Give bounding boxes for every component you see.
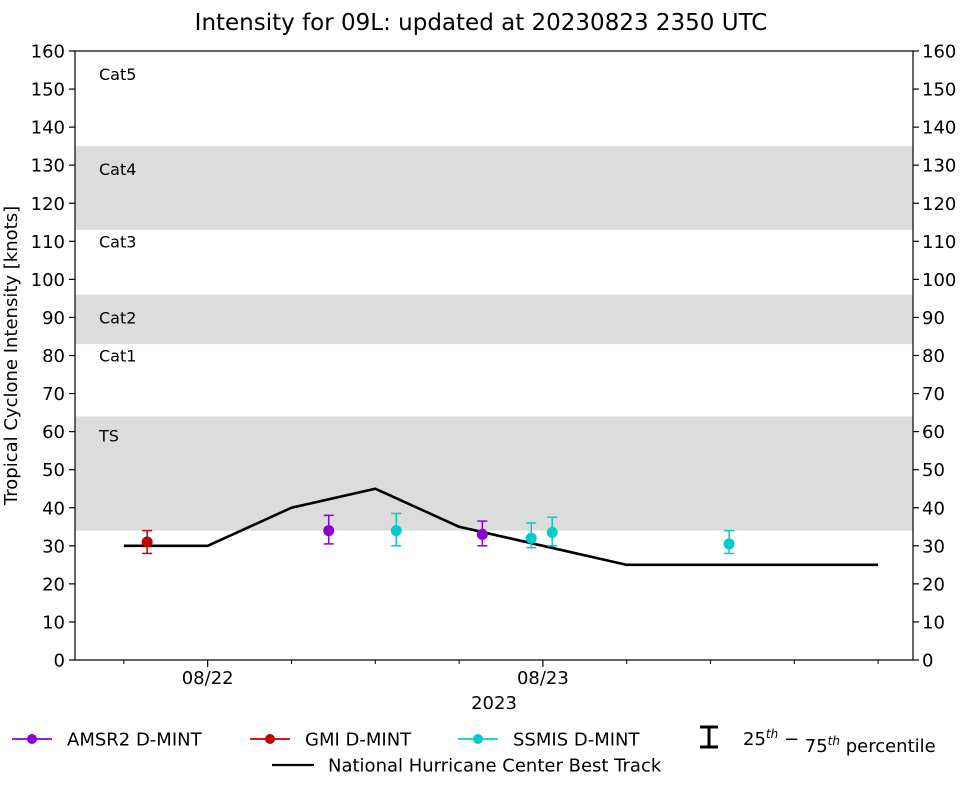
y-tick-label: 140 bbox=[31, 118, 65, 139]
y-tick-label-right: 130 bbox=[922, 156, 956, 177]
legend-ssmis-d-mint: SSMIS D-MINT bbox=[458, 730, 640, 751]
legend-marker bbox=[27, 734, 37, 744]
text: 25 bbox=[743, 729, 766, 750]
marker bbox=[546, 526, 558, 538]
y-tick-label-right: 100 bbox=[922, 270, 956, 291]
ssmis-d-mint-point bbox=[546, 516, 558, 547]
y-tick-label-right: 70 bbox=[922, 384, 945, 405]
amsr2-d-mint-point bbox=[323, 514, 335, 545]
y-tick-label-right: 60 bbox=[922, 422, 945, 443]
y-tick-label-right: 10 bbox=[922, 612, 945, 633]
marker bbox=[476, 528, 488, 540]
plot-frame bbox=[74, 50, 914, 661]
category-bands bbox=[75, 146, 913, 531]
y-tick-label: 30 bbox=[42, 536, 65, 557]
marker bbox=[723, 538, 735, 550]
legend-label: SSMIS D-MINT bbox=[513, 730, 640, 751]
y-tick-label-right: 120 bbox=[922, 194, 956, 215]
marker bbox=[141, 536, 153, 548]
band-cat4 bbox=[75, 146, 913, 230]
text: percentile bbox=[840, 736, 936, 757]
best-track-line bbox=[123, 487, 879, 567]
y-tick-label: 0 bbox=[54, 651, 65, 672]
band-label-cat2: Cat2 bbox=[99, 308, 136, 327]
amsr2-d-mint-point bbox=[476, 520, 488, 547]
legend-amsr2-d-mint: AMSR2 D-MINT bbox=[12, 730, 203, 751]
y-tick-label-right: 0 bbox=[922, 651, 933, 672]
superscript: th bbox=[766, 727, 778, 741]
legend-percentile: 25th − 75th percentile bbox=[700, 725, 936, 757]
y-tick-label: 110 bbox=[31, 232, 65, 253]
chart-title: Intensity for 09L: updated at 20230823 2… bbox=[195, 10, 768, 36]
y-tick-label: 70 bbox=[42, 384, 65, 405]
band-label-cat5: Cat5 bbox=[99, 65, 136, 84]
y-tick-label-right: 90 bbox=[922, 308, 945, 329]
y-tick-label-right: 160 bbox=[922, 42, 956, 63]
y-tick-label-right: 20 bbox=[922, 574, 945, 595]
y-tick-label: 20 bbox=[42, 574, 65, 595]
x-tick-label: 08/22 bbox=[182, 668, 234, 689]
marker bbox=[390, 525, 402, 537]
y-tick-label-right: 30 bbox=[922, 536, 945, 557]
y-tick-label: 50 bbox=[42, 460, 65, 481]
band-label-ts: TS bbox=[98, 426, 119, 445]
superscript: th bbox=[828, 734, 840, 748]
y-axis-label: Tropical Cyclone Intensity [knots] bbox=[1, 206, 22, 506]
y-tick-label-right: 150 bbox=[922, 80, 956, 101]
marker bbox=[323, 525, 335, 537]
ssmis-d-mint-point bbox=[390, 512, 402, 547]
legend: AMSR2 D-MINT GMI D-MINT SSMIS D-MINT 25th −… bbox=[12, 725, 936, 777]
legend-label: AMSR2 D-MINT bbox=[67, 730, 203, 751]
band-label-cat1: Cat1 bbox=[99, 347, 136, 366]
data-points bbox=[141, 512, 735, 555]
y-tick-label-right: 110 bbox=[922, 232, 956, 253]
legend-label: National Hurricane Center Best Track bbox=[328, 756, 662, 777]
x-axis: 08/22 08/23 bbox=[123, 660, 879, 689]
y-tick-label: 150 bbox=[31, 80, 65, 101]
y-tick-label: 40 bbox=[42, 498, 65, 519]
band-label-cat4: Cat4 bbox=[99, 160, 136, 179]
legend-label: GMI D-MINT bbox=[305, 730, 412, 751]
ssmis-d-mint-point bbox=[723, 529, 735, 555]
legend-best-track: National Hurricane Center Best Track bbox=[272, 756, 662, 777]
category-labels: TS Cat1 Cat2 Cat3 Cat4 Cat5 bbox=[98, 65, 136, 446]
x-tick-label: 08/23 bbox=[517, 668, 569, 689]
text: 75 bbox=[805, 736, 828, 757]
gmi-d-mint-point bbox=[141, 529, 153, 555]
y-tick-label: 130 bbox=[31, 156, 65, 177]
y-axis-left: 0 10 20 30 40 50 60 70 80 90 100 110 120 130 140 150 160 bbox=[31, 42, 75, 672]
x-axis-label: 2023 bbox=[471, 693, 517, 714]
band-label-cat3: Cat3 bbox=[99, 232, 136, 251]
y-tick-label-right: 40 bbox=[922, 498, 945, 519]
y-tick-label: 60 bbox=[42, 422, 65, 443]
band-cat2 bbox=[75, 294, 913, 345]
y-tick-label: 10 bbox=[42, 612, 65, 633]
y-tick-label: 100 bbox=[31, 270, 65, 291]
marker bbox=[525, 532, 537, 544]
y-tick-label-right: 50 bbox=[922, 460, 945, 481]
y-tick-label-right: 140 bbox=[922, 118, 956, 139]
legend-marker bbox=[473, 734, 483, 744]
y-tick-label-right: 80 bbox=[922, 346, 945, 367]
legend-marker bbox=[265, 734, 275, 744]
text: − bbox=[778, 729, 805, 750]
band-ts bbox=[75, 416, 913, 531]
ssmis-d-mint-point bbox=[525, 522, 537, 549]
y-tick-label: 90 bbox=[42, 308, 65, 329]
legend-percentile-label: 25th − 75th percentile bbox=[743, 727, 936, 757]
y-tick-label: 120 bbox=[31, 194, 65, 215]
y-axis-right: 0 10 20 30 40 50 60 70 80 90 100 110 120 130 140 150 160 bbox=[913, 42, 956, 672]
legend-gmi-d-mint: GMI D-MINT bbox=[250, 730, 412, 751]
y-tick-label: 160 bbox=[31, 42, 65, 63]
y-tick-label: 80 bbox=[42, 346, 65, 367]
